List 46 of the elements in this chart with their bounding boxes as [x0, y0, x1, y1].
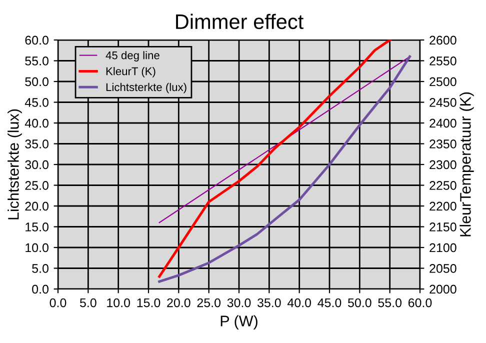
y-axis-title: Lichtsterkte (lux): [8, 109, 22, 220]
legend-label: 45 deg line: [106, 51, 160, 62]
y2-tick-label: 2300: [430, 160, 456, 170]
y2-axis-title: KleurTemperatuur (K): [460, 92, 474, 236]
chart-title: Dimmer effect: [176, 14, 304, 30]
y-tick-label: 15.0: [26, 222, 48, 232]
legend-label: Lichtsterkte (lux): [106, 82, 186, 94]
y-tick-label: 45.0: [24, 98, 48, 107]
y-tick-label: 20.0: [25, 202, 48, 211]
x-tick-label: 5.0: [80, 298, 96, 308]
x-tick-label: 0.0: [50, 298, 66, 308]
x-tick-label: 55.0: [378, 298, 402, 308]
y-tick-label: 40.0: [24, 118, 48, 128]
y2-tick-label: 2100: [430, 243, 456, 252]
y-tick-label: 60.0: [25, 36, 48, 45]
x-tick-label: 60.0: [408, 298, 432, 308]
y2-tick-label: 2550: [430, 56, 456, 66]
y2-tick-label: 2150: [430, 222, 456, 232]
y-tick-label: 55.0: [25, 56, 48, 66]
y-tick-label: 35.0: [25, 140, 48, 148]
x-tick-label: 30.0: [227, 298, 251, 308]
x-tick-label: 40.0: [287, 298, 312, 308]
y2-tick-label: 2250: [430, 181, 456, 190]
y-tick-label: 0.0: [32, 284, 48, 294]
y2-tick-label: 2000: [430, 284, 456, 294]
x-tick-label: 45.0: [318, 298, 342, 308]
x-tick-label: 25.0: [197, 298, 221, 308]
y2-tick-label: 2450: [430, 98, 456, 107]
x-tick-label: 10.0: [107, 298, 130, 308]
y2-tick-label: 2500: [430, 77, 456, 86]
y-tick-label: 50.0: [25, 77, 48, 86]
y-tick-label: 10.0: [26, 243, 48, 252]
x-tick-label: 35.0: [257, 298, 281, 308]
x-tick-label: 50.0: [348, 298, 372, 308]
legend-label: KleurT (K): [106, 67, 156, 78]
y2-tick-label: 2200: [430, 202, 456, 211]
y-tick-label: 25.0: [25, 181, 48, 190]
x-tick-label: 20.0: [167, 298, 190, 308]
y2-tick-label: 2600: [430, 36, 456, 45]
y2-tick-label: 2400: [430, 118, 456, 128]
y-tick-label: 30.0: [25, 160, 48, 170]
y2-tick-label: 2350: [430, 140, 456, 148]
y-tick-label: 5.0: [32, 264, 48, 273]
x-axis-title: P (W): [220, 315, 258, 330]
x-tick-label: 15.0: [137, 298, 160, 308]
y2-tick-label: 2050: [430, 264, 456, 273]
